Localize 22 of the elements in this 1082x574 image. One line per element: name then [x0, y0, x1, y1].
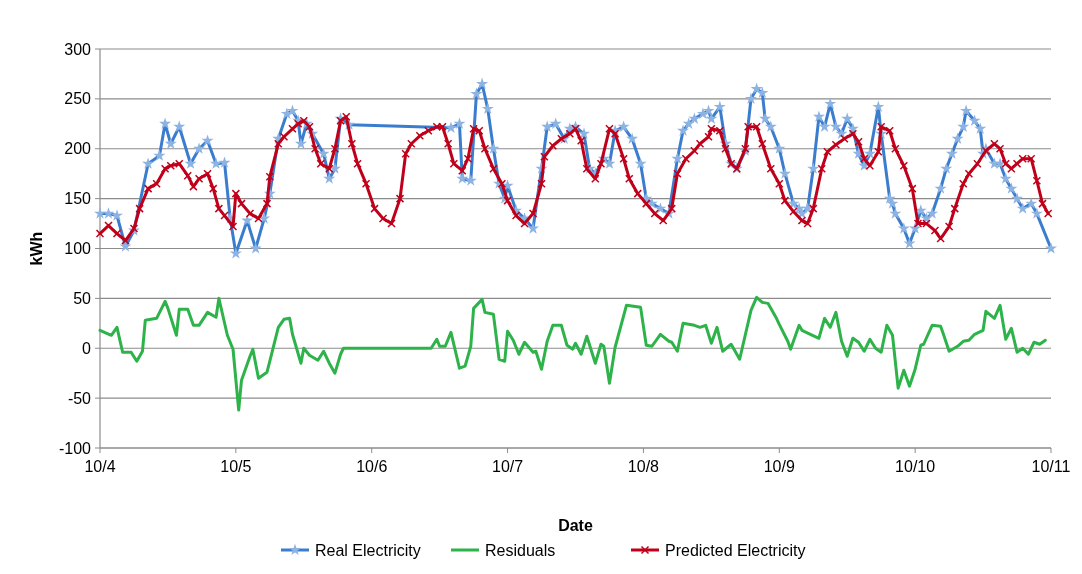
legend-label: Residuals [485, 541, 556, 559]
x-tick-label: 10/9 [763, 458, 795, 475]
x-tick-label: 10/11 [1031, 458, 1071, 475]
y-tick-label: 300 [64, 40, 92, 58]
x-tick-label: 10/10 [895, 458, 936, 475]
x-tick-label: 10/5 [220, 458, 252, 475]
y-tick-label: 50 [73, 289, 92, 307]
legend-label: Real Electricity [315, 541, 421, 559]
y-tick-label: -100 [58, 439, 92, 457]
y-tick-label: 100 [64, 240, 92, 258]
x-tick-label: 10/4 [84, 458, 116, 475]
x-tick-label: 10/8 [627, 458, 660, 475]
legend-label: Predicted Electricity [665, 541, 806, 559]
x-tick-label: 10/7 [492, 458, 524, 475]
x-tick-label: 10/6 [356, 458, 388, 475]
y-axis-title: kWh [28, 231, 45, 266]
y-tick-label: 200 [64, 140, 92, 158]
x-axis-title: Date [558, 517, 593, 534]
y-tick-label: 0 [82, 339, 92, 357]
y-tick-label: -50 [67, 389, 92, 407]
y-tick-label: 150 [64, 190, 92, 208]
y-tick-label: 250 [64, 90, 92, 108]
